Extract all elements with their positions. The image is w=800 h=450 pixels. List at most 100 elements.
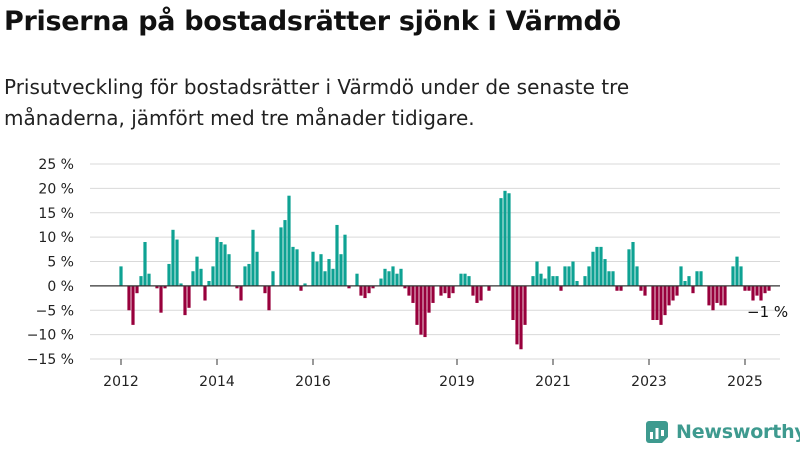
bar (459, 273, 463, 286)
bar (675, 285, 679, 296)
bar (515, 285, 519, 345)
bar (643, 285, 647, 296)
bar (755, 285, 759, 296)
bar (187, 285, 191, 308)
x-tick-label: 2021 (535, 374, 571, 390)
bar (199, 268, 203, 286)
y-tick-label: −10 % (27, 328, 74, 344)
bar (147, 273, 151, 286)
bar (391, 266, 395, 286)
bar (155, 285, 159, 289)
bar (739, 266, 743, 286)
bar (279, 227, 283, 286)
bar (139, 276, 143, 286)
bar (335, 224, 339, 286)
bar (523, 285, 527, 325)
bar (163, 285, 167, 289)
bar (263, 285, 267, 294)
bar (291, 246, 295, 286)
bar (287, 195, 291, 286)
bar (367, 285, 371, 294)
bar (555, 276, 559, 286)
bar (171, 229, 175, 286)
bar (387, 271, 391, 286)
y-tick-label: 25 % (38, 157, 74, 173)
x-tick-label: 2025 (727, 374, 763, 390)
bar (747, 285, 751, 291)
bar (131, 285, 135, 325)
bar (615, 285, 619, 291)
bar (651, 285, 655, 321)
bar (627, 249, 631, 286)
bar (507, 193, 511, 286)
bar (219, 242, 223, 286)
bar (363, 285, 367, 299)
bar (695, 271, 699, 286)
bar (135, 285, 139, 294)
bar (547, 266, 551, 286)
bar (215, 237, 219, 286)
bar (319, 254, 323, 286)
bar (751, 285, 755, 301)
bar (683, 281, 687, 286)
bar (539, 273, 543, 286)
last-value-annotation: −1 % (747, 303, 788, 321)
bar (723, 285, 727, 306)
bar (251, 229, 255, 286)
bar (383, 268, 387, 286)
bar (183, 285, 187, 316)
bar (487, 285, 491, 291)
bar (327, 259, 331, 286)
bar (331, 268, 335, 286)
bar (427, 285, 431, 313)
bar (767, 285, 771, 291)
bar (543, 278, 547, 286)
x-axis-labels: 2012 2014 2016 2019 2021 2023 2025 (103, 359, 763, 390)
bar (207, 281, 211, 286)
bar (315, 261, 319, 286)
bar (159, 285, 163, 313)
bar (595, 246, 599, 286)
x-tick-label: 2016 (295, 374, 331, 390)
bar (267, 285, 271, 311)
bar (283, 220, 287, 286)
bar (167, 263, 171, 286)
bar (687, 276, 691, 286)
bar (323, 271, 327, 286)
bar (519, 285, 523, 350)
bar (475, 285, 479, 303)
bar (407, 285, 411, 296)
bar (679, 266, 683, 286)
bar (631, 242, 635, 286)
bar (271, 271, 275, 286)
bar (127, 285, 131, 311)
bar (419, 285, 423, 335)
bar (707, 285, 711, 306)
bar (243, 266, 247, 286)
bar (359, 285, 363, 296)
bar (611, 271, 615, 286)
bar (639, 285, 643, 291)
chart-title: Priserna på bostadsrätter sjönk i Värmdö (4, 6, 621, 37)
bar (451, 285, 455, 294)
x-tick-label: 2012 (103, 374, 139, 390)
bar (719, 285, 723, 306)
bar (587, 266, 591, 286)
bar (619, 285, 623, 291)
bar (607, 271, 611, 286)
bar (599, 246, 603, 286)
bar (603, 259, 607, 286)
bar (255, 251, 259, 286)
y-tick-label: 20 % (38, 181, 74, 197)
bar (439, 285, 443, 296)
y-tick-label: −15 % (27, 352, 74, 368)
gridlines (90, 163, 780, 360)
bar (295, 249, 299, 286)
bar (311, 251, 315, 286)
bar (411, 285, 415, 303)
y-tick-label: 0 % (47, 279, 74, 295)
bar (415, 285, 419, 325)
y-tick-label: 15 % (38, 206, 74, 222)
newsworthy-logo-icon (646, 421, 668, 443)
bar (443, 285, 447, 294)
